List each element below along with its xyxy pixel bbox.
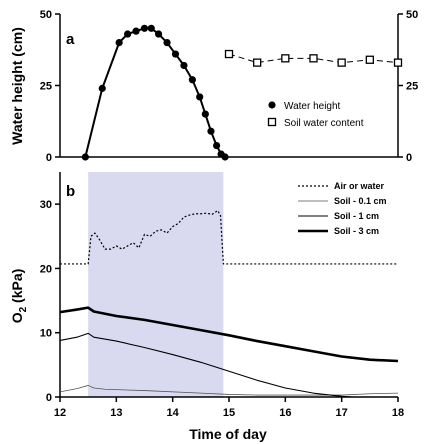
series-soil-3-cm	[59, 306, 399, 363]
panel-b-ylabel: O2 (kPa)	[9, 269, 29, 324]
legend-label: Soil - 0.1 cm	[334, 196, 387, 206]
panel-a: 0 25 50 0 25 50 Water height (cm) a Water hei…	[9, 9, 418, 164]
panel-b-ytick-label: 30	[40, 199, 52, 211]
legend-water-height-label: Water height	[284, 101, 341, 112]
panel-b-ytick-label: 0	[46, 392, 52, 404]
series-soil-0-1-cm	[59, 385, 399, 396]
panel-a-letter: a	[66, 31, 75, 48]
panel-b-xtick-label: 18	[392, 407, 404, 419]
soil-water-content-point	[365, 55, 374, 64]
legend-label: Air or water	[334, 181, 385, 191]
panel-a-legend: Water height Soil water content	[267, 101, 364, 129]
water-height-point	[213, 141, 221, 150]
legend-soil-water-content-marker	[267, 117, 277, 127]
panel-b-ytick-label: 20	[40, 263, 52, 275]
water-height-point	[154, 30, 163, 38]
panel-a-ytick-label: 0	[46, 152, 52, 164]
soil-water-content-point	[393, 58, 403, 67]
soil-water-content-point	[281, 54, 290, 63]
series-air-or-water	[60, 209, 398, 265]
panel-a-ylabel: Water height (cm)	[9, 27, 25, 145]
water-height-point	[196, 93, 204, 101]
flooding-period-shading	[88, 172, 224, 397]
water-height-point	[132, 27, 140, 35]
panel-b-xtick-label: 16	[279, 407, 291, 419]
legend-water-height-marker	[268, 101, 276, 109]
panel-b-letter: b	[66, 183, 75, 200]
water-height-point	[140, 24, 149, 32]
panel-a-y2tick-label: 25	[406, 81, 418, 93]
water-height-point	[98, 84, 106, 92]
water-height-point	[163, 39, 171, 47]
panel-b-xtick-label: 17	[336, 407, 348, 419]
legend-label: Soil - 1 cm	[334, 211, 379, 221]
panel-b: 0 10 20 30 12 13 14 15 16 17 18 b O2 (kPa) Time of…	[9, 172, 404, 442]
legend-label: Soil - 3 cm	[334, 226, 379, 236]
panel-a-ytick-label: 25	[40, 81, 52, 93]
water-height-line	[84, 27, 226, 158]
panel-b-ytick-label: 10	[40, 328, 52, 340]
soil-water-content-point	[224, 49, 234, 59]
water-height-point	[147, 24, 155, 32]
series-soil-1-cm	[59, 332, 398, 398]
water-height-point	[180, 61, 188, 70]
soil-water-content-point	[309, 54, 318, 63]
panel-a-y2tick-label: 0	[406, 152, 412, 164]
soil-water-content-point	[337, 58, 346, 67]
panel-b-xtick-label: 14	[167, 407, 180, 419]
legend-soil-water-content-label: Soil water content	[284, 118, 364, 129]
water-height-point	[188, 76, 196, 84]
panel-a-y2tick-label: 50	[406, 9, 418, 21]
panel-b-legend: Air or water Soil - 0.1 cm Soil - 1 cm Soil…	[298, 181, 387, 236]
water-height-point	[81, 153, 89, 161]
panel-a-ytick-label: 50	[40, 9, 52, 21]
panel-b-xtick-label: 15	[223, 407, 235, 419]
panel-b-xtick-label: 12	[54, 407, 66, 419]
water-height-point	[171, 50, 180, 58]
panel-b-xtick-label: 13	[110, 407, 122, 419]
water-height-point	[124, 30, 132, 38]
soil-water-content-point	[253, 58, 262, 67]
panel-b-xlabel: Time of day	[189, 426, 267, 442]
water-height-point	[201, 110, 209, 118]
water-height-point	[115, 39, 123, 47]
water-height-point	[207, 127, 215, 135]
water-height-point	[221, 153, 229, 161]
